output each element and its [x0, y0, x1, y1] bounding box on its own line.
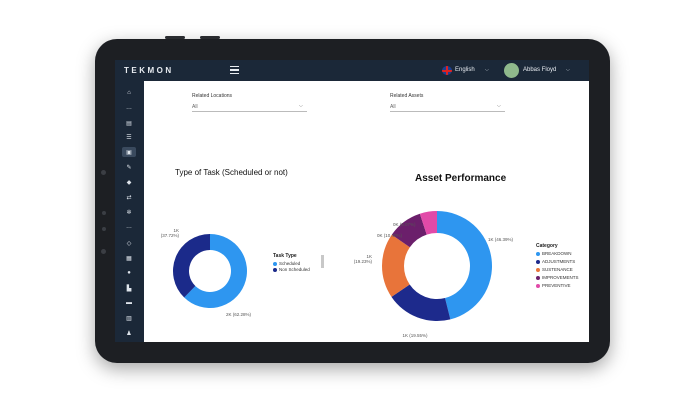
slice-non-scheduled[interactable] [173, 234, 210, 298]
legend-label: IMPROVEMENTS [542, 275, 579, 280]
more-icon[interactable]: … [126, 224, 132, 230]
data-label: 0K (10.40%) [377, 233, 403, 238]
top-bar: TEKMON English ⌵ Abbas Floyd ⌵ [115, 60, 589, 81]
camera-icon [101, 170, 106, 175]
legend-item[interactable]: SUSTENANCE [536, 267, 573, 272]
chart-title-task-type: Type of Task (Scheduled or not) [175, 168, 288, 177]
sensor-icon [101, 211, 106, 215]
divider [192, 111, 307, 112]
data-label: 1K (19.55%) [402, 333, 428, 338]
legend-item[interactable]: Scheduled [273, 261, 300, 266]
location-pin-icon[interactable]: ● [127, 270, 131, 276]
legend-item[interactable]: Non Scheduled [273, 267, 310, 272]
legend-label: BREAKDOWN [542, 251, 572, 256]
legend-label: ADJUSTMENTS [542, 259, 576, 264]
filter-label-locations: Related Locations [192, 93, 233, 99]
legend-title-task-type: Task Type [273, 253, 297, 259]
diamond-icon[interactable]: ◇ [126, 240, 132, 247]
building-icon[interactable]: ▙ [126, 285, 132, 292]
legend-label: Non Scheduled [279, 267, 310, 272]
sidebar: ⌂ … ▤ ☰ ▣ ✎ ◆ ⇄ ✲ … ◇ ▦ ● ▙ ▬ ▥ ♟ [115, 81, 144, 342]
legend-scrollbar[interactable] [321, 255, 324, 268]
chevron-down-icon[interactable]: ⌵ [566, 67, 570, 73]
uk-flag-icon[interactable] [442, 66, 452, 75]
legend-dot [536, 259, 540, 264]
legend-dot [536, 283, 540, 288]
slice-preventive[interactable] [419, 211, 437, 235]
legend-label: SUSTENANCE [542, 267, 573, 272]
cube-icon[interactable]: ◆ [126, 179, 132, 186]
legend-dot [536, 267, 540, 272]
legend-dot [536, 275, 540, 280]
legend-item[interactable]: PREVENTIVE [536, 283, 571, 288]
brand-logo: TEKMON [124, 66, 174, 75]
tablet-button [165, 36, 185, 39]
slice-breakdown[interactable] [437, 211, 492, 320]
filter-locations-select[interactable]: All [192, 104, 198, 110]
chevron-down-icon[interactable]: ⌵ [485, 67, 489, 73]
legend-label: PREVENTIVE [542, 283, 571, 288]
data-label: 1K (37.72%) [161, 228, 180, 238]
tablet-button [200, 36, 220, 39]
user-name[interactable]: Abbas Floyd [523, 67, 557, 73]
grid-icon[interactable]: ▦ [126, 255, 132, 262]
legend-item[interactable]: BREAKDOWN [536, 251, 572, 256]
slice-scheduled[interactable] [184, 234, 247, 308]
data-label: 2K (62.28%) [226, 312, 252, 317]
warehouse-icon[interactable]: ▥ [126, 315, 132, 322]
menu-icon[interactable] [230, 66, 239, 74]
slice-sustenance[interactable] [382, 234, 410, 297]
report-icon[interactable]: ▣ [122, 147, 136, 157]
data-label: 1K (46.39%) [488, 237, 514, 242]
filter-label-assets: Related Assets [390, 93, 424, 99]
slice-adjustments[interactable] [391, 284, 451, 321]
home-icon[interactable]: ⌂ [127, 90, 131, 96]
legend-label: Scheduled [279, 261, 301, 266]
filter-assets-select[interactable]: All [390, 104, 396, 110]
gear-icon[interactable]: ✲ [126, 209, 132, 216]
slice-improvements[interactable] [391, 213, 427, 248]
main-content: Related Locations All ⌵ Related Assets A… [144, 81, 589, 342]
chevron-down-icon[interactable]: ⌵ [497, 103, 501, 109]
chevron-down-icon[interactable]: ⌵ [299, 103, 303, 109]
legend-dot [536, 251, 540, 256]
data-label: 0K (5.07%) [393, 222, 416, 227]
divider [390, 111, 505, 112]
sensor-icon [101, 227, 106, 231]
legend-title-category: Category [536, 243, 558, 249]
chart-task-type: 2K (62.28%) 1K (37.72%) [161, 228, 252, 317]
people-icon[interactable]: ♟ [126, 330, 132, 337]
chart-asset-performance: 1K (46.39%) 1K (19.55%) 1K (19.23%) 0K (10.4… [354, 211, 514, 338]
legend-item[interactable]: ADJUSTMENTS [536, 259, 575, 264]
legend-dot [273, 261, 277, 266]
avatar[interactable] [504, 63, 519, 78]
wrench-icon[interactable]: ✎ [126, 164, 132, 171]
data-label: 1K (19.23%) [354, 254, 373, 264]
chart-title-asset-performance: Asset Performance [415, 173, 507, 184]
language-selector[interactable]: English [455, 67, 475, 73]
camera-icon [101, 249, 106, 254]
more-icon[interactable]: … [126, 105, 132, 111]
legend-item[interactable]: IMPROVEMENTS [536, 275, 579, 280]
transfer-icon[interactable]: ⇄ [126, 194, 132, 201]
app-screen: TEKMON English ⌵ Abbas Floyd ⌵ ⌂ … ▤ ☰ ▣ ✎ ◆ ⇄ ✲… [115, 60, 589, 342]
table-icon[interactable]: ▬ [126, 300, 132, 306]
tablet-frame: TEKMON English ⌵ Abbas Floyd ⌵ ⌂ … ▤ ☰ ▣ ✎ ◆ ⇄ ✲… [95, 36, 610, 363]
legend-dot [273, 267, 277, 272]
chart-icon[interactable]: ▤ [126, 120, 132, 127]
list-icon[interactable]: ☰ [126, 134, 132, 141]
